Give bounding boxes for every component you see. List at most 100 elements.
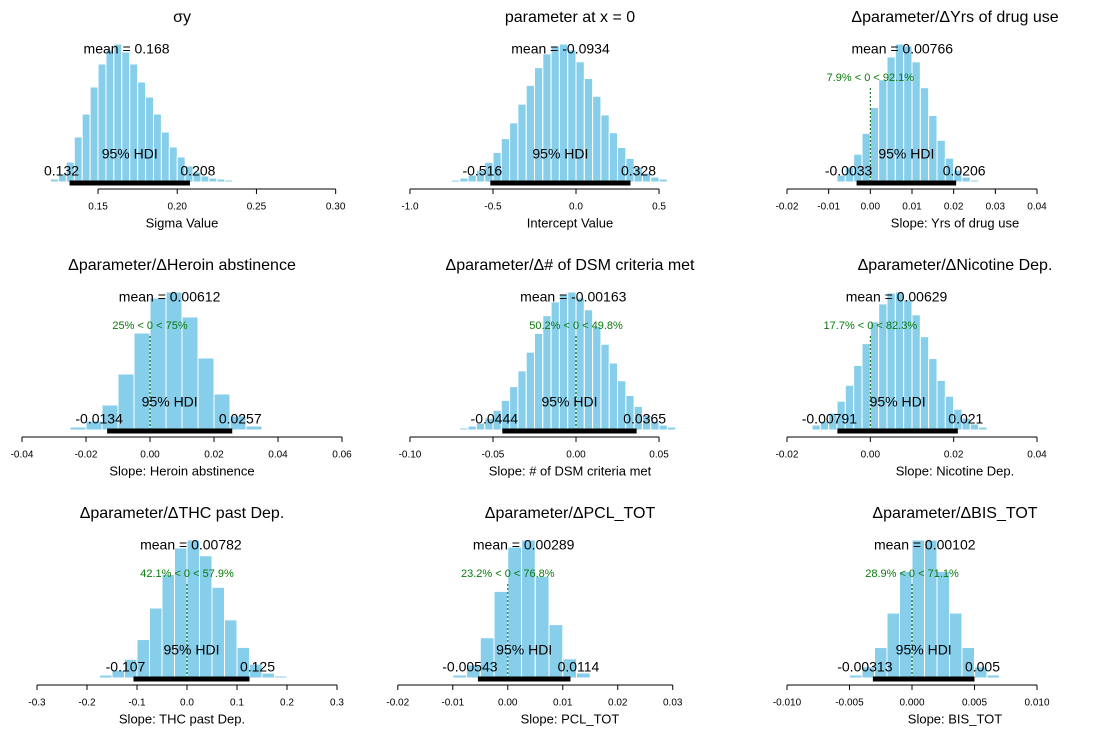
x-tick-label: 0.3 — [330, 698, 344, 709]
x-tick-label: -0.01 — [441, 698, 464, 709]
x-tick-label: -0.010 — [773, 698, 802, 709]
histogram-bar — [525, 351, 536, 431]
hdi-label: 95% HDI — [870, 394, 926, 410]
histogram-bar — [517, 103, 527, 183]
histogram-bar — [149, 297, 167, 431]
x-tick-label: -0.5 — [484, 202, 502, 213]
x-tick-label: 0.02 — [204, 450, 224, 461]
x-tick-label: 0.05 — [649, 450, 669, 461]
histogram-bar — [181, 316, 199, 431]
x-tick-label: 0.04 — [1027, 202, 1047, 213]
histogram-bar — [666, 426, 677, 431]
histogram-bar — [534, 575, 550, 679]
x-tick-label: 0.03 — [663, 698, 683, 709]
mean-label: mean = -0.00163 — [520, 289, 626, 305]
hdi-label: 95% HDI — [541, 394, 597, 410]
histogram-bar — [129, 63, 139, 183]
histogram-bar — [261, 428, 279, 431]
histogram-bar — [229, 415, 247, 431]
histogram-bar — [450, 179, 461, 183]
histogram-bar — [224, 179, 234, 183]
histogram-bar — [1011, 676, 1025, 679]
histogram-bar — [589, 676, 605, 679]
x-tick-label: -0.10 — [399, 450, 422, 461]
x-axis-label: Slope: PCL_TOT — [521, 711, 620, 726]
x-tick-label: 0.30 — [326, 202, 346, 213]
histogram-bar — [608, 132, 619, 183]
x-axis-label: Slope: Nicotine Dep. — [896, 463, 1015, 478]
histogram-bar — [517, 370, 527, 431]
x-tick-label: 0.20 — [168, 202, 188, 213]
histogram-bar — [999, 676, 1013, 679]
mean-label: mean = 0.00782 — [140, 537, 242, 553]
comparison-label: 23.2% < 0 < 76.8% — [461, 568, 555, 580]
x-axis-label: Slope: Heroin abstinence — [109, 463, 254, 478]
histogram-bar — [286, 676, 300, 679]
x-tick-label: 0.02 — [944, 202, 964, 213]
comparison-label: 25% < 0 < 75% — [112, 320, 187, 332]
histogram-bar — [69, 426, 87, 431]
x-axis-label: Slope: # of DSM criteria met — [489, 463, 652, 478]
histogram-bar — [50, 178, 59, 183]
histogram-bar — [149, 607, 163, 679]
histogram-bar — [274, 675, 288, 679]
x-axis-label: Slope: THC past Dep. — [119, 711, 245, 726]
hdi-low: -0.00791 — [802, 411, 857, 427]
hdi-low: -0.0444 — [471, 411, 519, 427]
histogram-bar — [592, 95, 602, 183]
hdi-low: -0.516 — [462, 163, 502, 179]
panel-title: Δparameter/ΔBIS_TOT — [872, 505, 1037, 522]
histogram-bar — [452, 674, 468, 679]
histogram-bar — [936, 379, 946, 431]
panel-title: Δparameter/ΔYrs of drug use — [851, 9, 1058, 26]
mean-label: mean = 0.00102 — [874, 537, 976, 553]
mean-label: mean = 0.00612 — [119, 289, 221, 305]
hdi-high: 0.0206 — [943, 163, 986, 179]
x-tick-label: -0.04 — [11, 450, 34, 461]
comparison-label: 42.1% < 0 < 57.9% — [140, 568, 234, 580]
panel-title: Δparameter/ΔHeroin abstinence — [68, 257, 296, 274]
histogram-bar — [878, 79, 888, 183]
x-tick-label: -0.005 — [835, 698, 864, 709]
panel-title: σy — [173, 9, 191, 26]
x-tick-label: 0.00 — [498, 698, 518, 709]
x-axis-label: Slope: BIS_TOT — [908, 711, 1002, 726]
comparison-label: 50.2% < 0 < 49.8% — [529, 320, 623, 332]
histogram-bar — [534, 332, 544, 431]
histogram-bar — [145, 96, 154, 183]
histogram-bar — [86, 676, 100, 679]
hdi-low: 0.132 — [44, 163, 79, 179]
histogram-bar — [936, 570, 950, 679]
hdi-label: 95% HDI — [896, 642, 952, 658]
histogram-bar — [542, 53, 552, 183]
histogram-bar — [121, 51, 131, 183]
hdi-low: -0.00313 — [837, 659, 892, 675]
hdi-high: 0.0114 — [558, 659, 600, 675]
x-tick-label: 0.00 — [566, 450, 586, 461]
x-tick-label: -0.1 — [128, 698, 146, 709]
histogram-bar — [658, 178, 668, 183]
x-tick-label: 0.00 — [140, 450, 160, 461]
hdi-high: 0.021 — [948, 411, 983, 427]
comparison-label: 17.7% < 0 < 82.3% — [824, 320, 918, 332]
x-tick-label: 0.06 — [332, 450, 352, 461]
histogram-bar — [542, 315, 552, 431]
x-axis-label: Sigma Value — [146, 215, 219, 230]
histogram-bar — [459, 427, 469, 431]
panel-title: Δparameter/ΔNicotine Dep. — [858, 257, 1053, 274]
x-tick-label: 0.010 — [1024, 698, 1049, 709]
x-tick-label: 0.2 — [280, 698, 294, 709]
histogram-bar — [675, 428, 685, 431]
histogram-bar — [953, 169, 963, 183]
histogram-bar — [978, 426, 988, 431]
hdi-label: 95% HDI — [102, 146, 158, 162]
panel-title: Δparameter/ΔTHC past Dep. — [80, 505, 285, 522]
hdi-label: 95% HDI — [142, 394, 198, 410]
histogram-bar — [89, 86, 99, 183]
x-tick-label: 0.5 — [652, 202, 666, 213]
histogram-bar — [974, 666, 988, 679]
hdi-label: 95% HDI — [878, 146, 934, 162]
x-tick-label: -0.02 — [75, 450, 98, 461]
hdi-low: -0.107 — [106, 659, 146, 675]
histogram-bar — [849, 674, 863, 679]
